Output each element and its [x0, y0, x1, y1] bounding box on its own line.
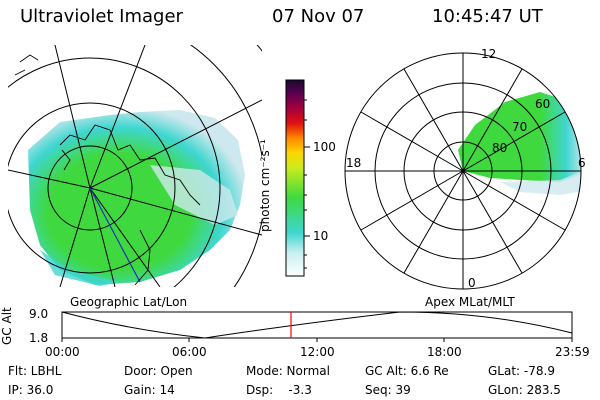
x-tick-0000: 00:00: [45, 345, 80, 359]
altitude-y-max: 9.0: [29, 307, 49, 321]
info-glat: GLat: -78.9: [488, 364, 555, 378]
info-dsp: Dsp: -3.3: [246, 383, 312, 397]
app-title: Ultraviolet Imager: [20, 6, 183, 27]
colorbar-tick-100: 100: [313, 140, 336, 154]
geographic-map-label: Geographic Lat/Lon: [70, 295, 188, 309]
info-mode: Mode: Normal: [246, 364, 330, 378]
colorbar-ticks: [304, 99, 310, 269]
date-label: 07 Nov 07: [272, 6, 365, 27]
x-tick-1800: 18:00: [427, 345, 462, 359]
colorbar-unit-label: photon cm⁻²s⁻¹: [258, 139, 272, 232]
geo-aurora-pale-band: [150, 165, 238, 225]
info-flt: Flt: LBHL: [8, 364, 62, 378]
colorbar-tick-10: 10: [313, 229, 329, 243]
info-seq: Seq: 39: [365, 383, 411, 397]
mlt-label-0: 0: [468, 276, 476, 290]
x-tick-0600: 06:00: [172, 345, 207, 359]
info-gc-alt: GC Alt: 6.6 Re: [365, 364, 449, 378]
mlt-label-18: 18: [346, 156, 362, 170]
apex-map-label: Apex MLat/MLT: [425, 295, 515, 309]
geo-aurora-edge: [40, 250, 120, 286]
polar-plot: [344, 52, 582, 290]
altitude-plot: [61, 311, 573, 342]
info-ip: IP: 36.0: [8, 383, 54, 397]
info-door: Door: Open: [124, 364, 193, 378]
mlt-label-6: 6: [578, 156, 586, 170]
geographic-map: [8, 45, 262, 287]
geo-aurora-emission: [28, 110, 245, 285]
mlat-label-80: 80: [492, 141, 508, 155]
time-label: 10:45:47 UT: [432, 6, 543, 27]
altitude-y-min: 1.8: [29, 331, 49, 345]
mlt-label-12: 12: [481, 47, 497, 61]
mlat-label-60: 60: [535, 97, 551, 111]
altitude-ylabel: GC Alt: [0, 307, 14, 345]
x-tick-2359: 23:59: [555, 345, 590, 359]
polar-aurora-pale-band: [500, 170, 581, 195]
mlat-label-70: 70: [512, 120, 528, 134]
info-gain: Gain: 14: [124, 383, 175, 397]
colorbar: [285, 79, 305, 277]
x-tick-1200: 12:00: [300, 345, 335, 359]
info-glon: GLon: 283.5: [488, 383, 561, 397]
